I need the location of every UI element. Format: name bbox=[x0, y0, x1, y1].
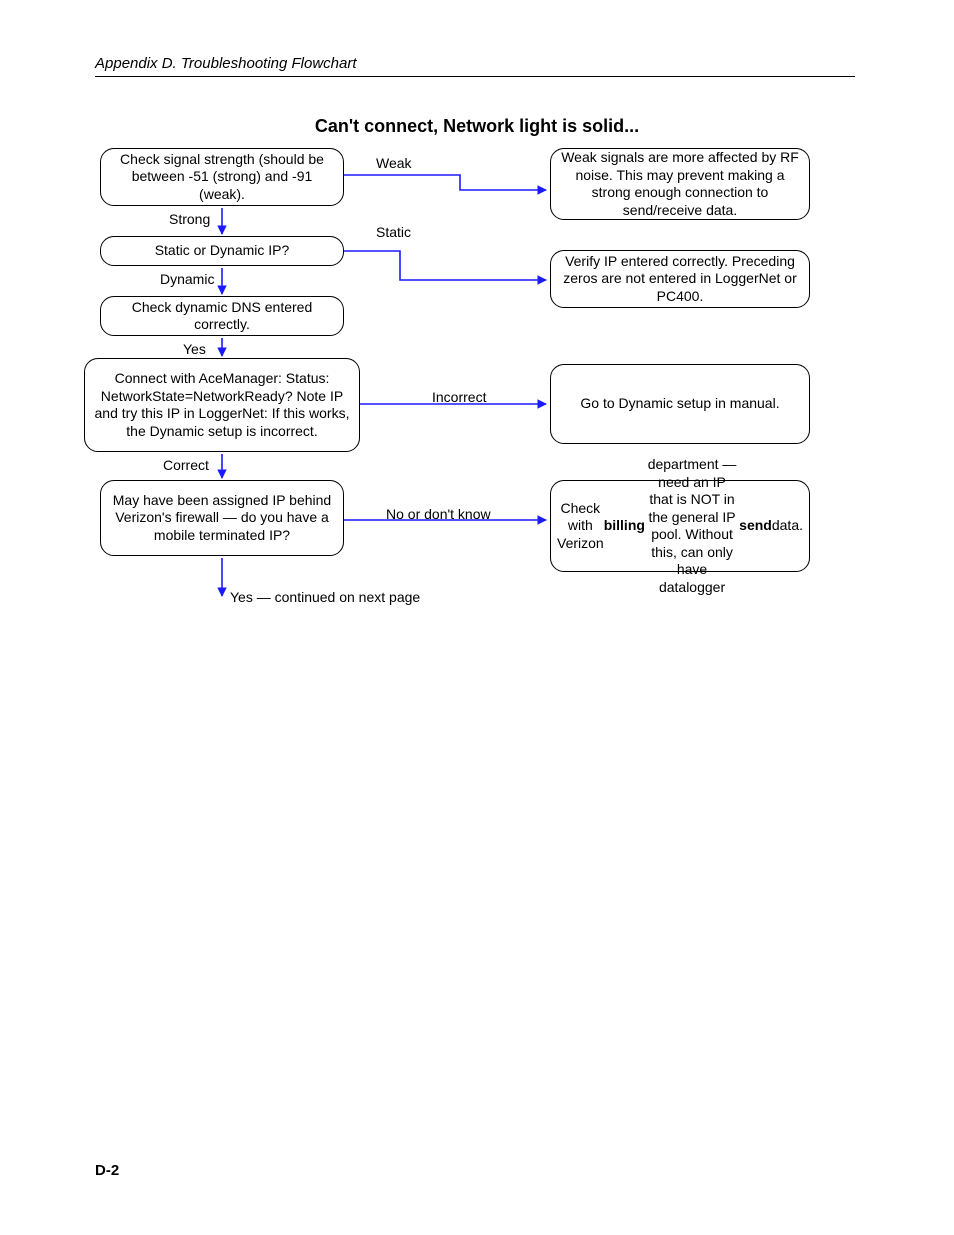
edge-label-dynamic: Dynamic bbox=[160, 271, 214, 287]
node-weak-signals: Weak signals are more affected by RF noi… bbox=[550, 148, 810, 220]
node-verizon-firewall: May have been assigned IP behind Verizon… bbox=[100, 480, 344, 556]
edge-label-yes-1: Yes bbox=[183, 341, 206, 357]
node-verify-ip: Verify IP entered correctly. Preceding z… bbox=[550, 250, 810, 308]
edge-label-static: Static bbox=[376, 224, 411, 240]
edge-label-weak: Weak bbox=[376, 155, 412, 171]
header-rule bbox=[95, 76, 855, 77]
page: Appendix D. Troubleshooting Flowchart Ca… bbox=[0, 0, 954, 1235]
page-number: D-2 bbox=[95, 1162, 119, 1179]
header-text: Appendix D. Troubleshooting Flowchart bbox=[95, 55, 357, 72]
edge-label-correct: Correct bbox=[163, 457, 209, 473]
page-title: Can't connect, Network light is solid... bbox=[0, 116, 954, 137]
node-acemanager: Connect with AceManager: Status: Network… bbox=[84, 358, 360, 452]
node-check-dns: Check dynamic DNS entered correctly. bbox=[100, 296, 344, 336]
edge-label-incorrect: Incorrect bbox=[432, 389, 486, 405]
node-dynamic-setup: Go to Dynamic setup in manual. bbox=[550, 364, 810, 444]
edge-label-no: No or don't know bbox=[386, 506, 491, 522]
node-check-signal: Check signal strength (should be between… bbox=[100, 148, 344, 206]
edge-label-strong: Strong bbox=[169, 211, 210, 227]
node-static-or-dynamic: Static or Dynamic IP? bbox=[100, 236, 344, 266]
edge-label-yes-cont: Yes — continued on next page bbox=[230, 589, 420, 605]
node-verizon-billing: Check with Verizon billing department — … bbox=[550, 480, 810, 572]
